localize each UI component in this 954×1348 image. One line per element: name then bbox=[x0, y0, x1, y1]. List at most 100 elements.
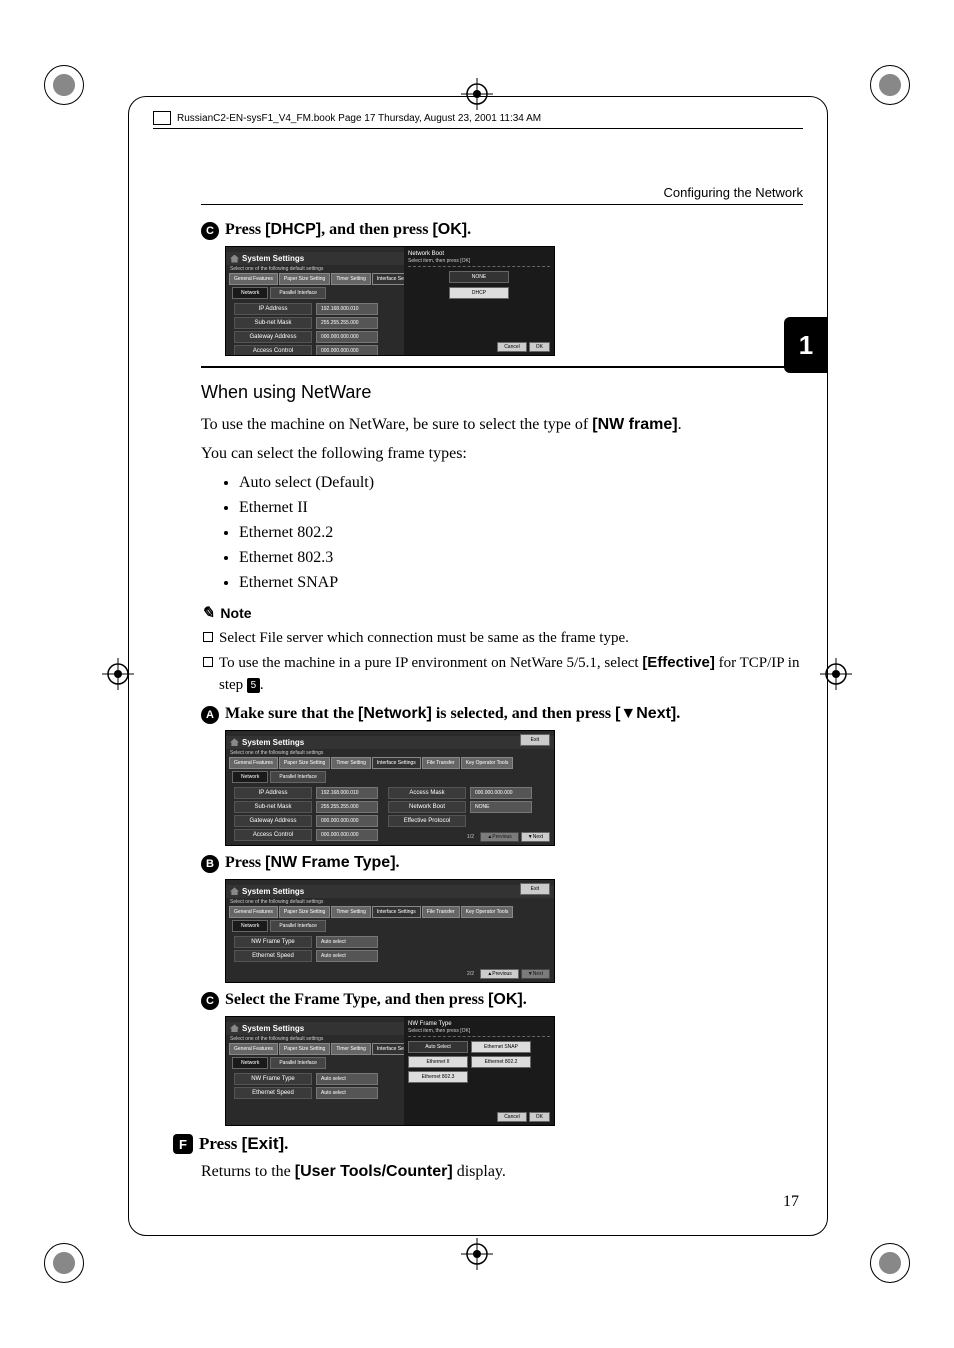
ok-button[interactable]: OK bbox=[529, 1112, 550, 1122]
crop-corner-icon bbox=[44, 1243, 84, 1283]
book-header: RussianC2-EN-sysF1_V4_FM.book Page 17 Th… bbox=[153, 111, 803, 129]
step-badge-icon: A bbox=[201, 706, 219, 724]
step-c-select-frame: C Select the Frame Type, and then press … bbox=[201, 991, 803, 1010]
header-text: RussianC2-EN-sysF1_V4_FM.book Page 17 Th… bbox=[177, 113, 541, 124]
tab[interactable]: Timer Setting bbox=[331, 273, 371, 285]
ethernet-snap-button[interactable]: Ethernet SNAP bbox=[471, 1041, 531, 1053]
tab[interactable]: Interface Settings bbox=[372, 906, 421, 918]
step-badge-icon: C bbox=[201, 222, 219, 240]
tab[interactable]: General Features bbox=[229, 906, 278, 918]
crop-corner-icon bbox=[44, 65, 84, 105]
nw-frame-type-button[interactable]: NW Frame Type bbox=[234, 1073, 312, 1085]
setting-button[interactable]: Network Boot bbox=[388, 801, 466, 813]
tab[interactable]: Timer Setting bbox=[331, 757, 371, 769]
next-button[interactable]: ▼Next bbox=[521, 832, 550, 842]
ok-button[interactable]: OK bbox=[529, 342, 550, 352]
step-b-nwframe: B Press [NW Frame Type]. bbox=[201, 854, 803, 873]
tab[interactable]: Paper Size Setting bbox=[279, 1043, 330, 1055]
screenshot-network: System Settings Exit Select one of the f… bbox=[225, 730, 555, 846]
ip-address-button[interactable]: IP Address bbox=[234, 303, 312, 315]
tab[interactable]: Paper Size Setting bbox=[279, 273, 330, 285]
ethernet-8022-button[interactable]: Ethernet 802.2 bbox=[471, 1056, 531, 1068]
screenshot-nwframe: System Settings Exit Select one of the f… bbox=[225, 879, 555, 983]
note-heading: ✎ Note bbox=[201, 603, 803, 623]
cancel-button[interactable]: Cancel bbox=[497, 342, 527, 352]
ethernet-speed-button[interactable]: Ethernet Speed bbox=[234, 950, 312, 962]
setting-button[interactable]: Access Mask bbox=[388, 787, 466, 799]
home-icon bbox=[230, 255, 239, 263]
book-icon bbox=[153, 111, 171, 125]
netware-heading: When using NetWare bbox=[201, 382, 803, 403]
tab[interactable]: Timer Setting bbox=[331, 1043, 371, 1055]
running-head: Configuring the Network bbox=[201, 185, 803, 205]
previous-button[interactable]: ▲Previous bbox=[480, 969, 518, 979]
subtab-parallel[interactable]: Parallel Interface bbox=[270, 287, 326, 299]
tab[interactable]: General Features bbox=[229, 757, 278, 769]
exit-button[interactable]: Exit bbox=[520, 883, 550, 895]
dhcp-button[interactable]: DHCP bbox=[449, 287, 509, 299]
setting-button[interactable]: IP Address bbox=[234, 787, 312, 799]
home-icon bbox=[230, 887, 239, 895]
step-6-exit: F Press [Exit]. bbox=[173, 1134, 803, 1155]
setting-button[interactable]: Gateway Address bbox=[234, 815, 312, 827]
auto-select-button[interactable]: Auto Select bbox=[408, 1041, 468, 1053]
subnet-button[interactable]: Sub-net Mask bbox=[234, 317, 312, 329]
home-icon bbox=[230, 738, 239, 746]
setting-button[interactable]: Sub-net Mask bbox=[234, 801, 312, 813]
ethernet-ii-button[interactable]: Ethernet II bbox=[408, 1056, 468, 1068]
subtab-network[interactable]: Network bbox=[232, 920, 268, 932]
tab[interactable]: Key Operator Tools bbox=[461, 757, 514, 769]
step-badge-icon: F bbox=[173, 1134, 193, 1154]
subtab-network[interactable]: Network bbox=[232, 771, 268, 783]
tab[interactable]: Timer Setting bbox=[331, 906, 371, 918]
page-number: 17 bbox=[783, 1193, 799, 1211]
pencil-icon: ✎ bbox=[201, 603, 214, 623]
tab[interactable]: File Transfer bbox=[422, 757, 460, 769]
next-button: ▼Next bbox=[521, 969, 550, 979]
ethernet-8023-button[interactable]: Ethernet 802.3 bbox=[408, 1071, 468, 1083]
setting-button[interactable]: Access Control bbox=[234, 829, 312, 841]
gateway-button[interactable]: Gateway Address bbox=[234, 331, 312, 343]
tab[interactable]: General Features bbox=[229, 1043, 278, 1055]
checkbox-icon bbox=[203, 632, 213, 642]
subtab-network[interactable]: Network bbox=[232, 1057, 268, 1069]
netware-p1: To use the machine on NetWare, be sure t… bbox=[201, 413, 803, 436]
page-frame: RussianC2-EN-sysF1_V4_FM.book Page 17 Th… bbox=[128, 96, 828, 1236]
chapter-tab: 1 bbox=[784, 317, 828, 373]
crop-corner-icon bbox=[870, 65, 910, 105]
subtab-network[interactable]: Network bbox=[232, 287, 268, 299]
step-c-dhcp: C Press [DHCP], and then press [OK]. bbox=[201, 221, 803, 240]
note-item: To use the machine in a pure IP environm… bbox=[203, 652, 803, 697]
exit-button[interactable]: Exit bbox=[520, 734, 550, 746]
cancel-button[interactable]: Cancel bbox=[497, 1112, 527, 1122]
step-badge-icon: B bbox=[201, 855, 219, 873]
ethernet-speed-button[interactable]: Ethernet Speed bbox=[234, 1087, 312, 1099]
netware-p2: You can select the following frame types… bbox=[201, 442, 803, 465]
subtab-parallel[interactable]: Parallel Interface bbox=[270, 771, 326, 783]
step-badge-icon: C bbox=[201, 992, 219, 1010]
previous-button: ▲Previous bbox=[480, 832, 518, 842]
crop-corner-icon bbox=[870, 1243, 910, 1283]
setting-button[interactable]: Effective Protocol bbox=[388, 815, 466, 827]
tab[interactable]: Key Operator Tools bbox=[461, 906, 514, 918]
tab[interactable]: General Features bbox=[229, 273, 278, 285]
screenshot-frame-select: System Settings Select one of the follow… bbox=[225, 1016, 555, 1126]
access-control-button[interactable]: Access Control bbox=[234, 345, 312, 356]
step-a-network: A Make sure that the [Network] is select… bbox=[201, 705, 803, 724]
tab[interactable]: Paper Size Setting bbox=[279, 906, 330, 918]
registration-mark-icon bbox=[461, 1238, 493, 1270]
screenshot-dhcp: System Settings Select one of the follow… bbox=[225, 246, 555, 356]
none-button[interactable]: NONE bbox=[449, 271, 509, 283]
tab[interactable]: Paper Size Setting bbox=[279, 757, 330, 769]
final-text: Returns to the [User Tools/Counter] disp… bbox=[201, 1160, 803, 1183]
checkbox-icon bbox=[203, 657, 213, 667]
subtab-parallel[interactable]: Parallel Interface bbox=[270, 1057, 326, 1069]
frame-type-list: Auto select (Default) Ethernet II Ethern… bbox=[225, 471, 803, 595]
step-ref-icon: 5 bbox=[247, 678, 260, 693]
note-item: Select File server which connection must… bbox=[203, 627, 803, 650]
tab[interactable]: File Transfer bbox=[422, 906, 460, 918]
nw-frame-type-button[interactable]: NW Frame Type bbox=[234, 936, 312, 948]
subtab-parallel[interactable]: Parallel Interface bbox=[270, 920, 326, 932]
tab[interactable]: Interface Settings bbox=[372, 757, 421, 769]
home-icon bbox=[230, 1024, 239, 1032]
